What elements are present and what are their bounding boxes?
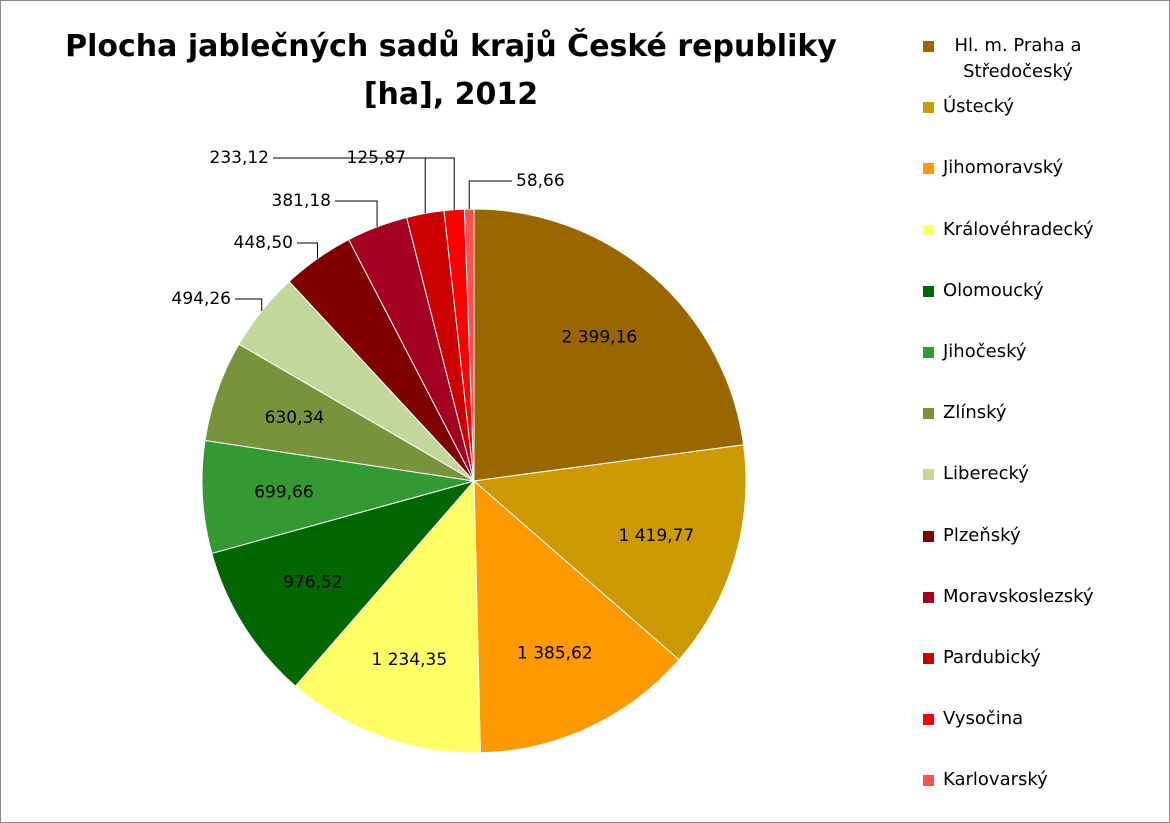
legend-swatch — [923, 775, 934, 787]
legend-item: Jihomoravský — [923, 155, 1158, 181]
data-label: 1 234,35 — [371, 650, 447, 670]
pie-slice — [201, 439, 475, 555]
legend-item: Karlovarský — [923, 767, 1158, 793]
chart-title: Plocha jablečných sadů krajů České repub… — [65, 29, 837, 112]
pie-slice — [472, 444, 747, 661]
data-label: 381,18 — [272, 191, 331, 211]
leader-line — [235, 298, 263, 311]
legend-item: Moravskoslezský — [923, 584, 1158, 610]
leader-line — [335, 200, 378, 227]
legend-item: Vysočina — [923, 706, 1158, 732]
data-label: 976,52 — [283, 572, 342, 592]
legend-swatch — [923, 530, 934, 542]
legend-swatch — [923, 653, 934, 664]
legend-label: Moravskoslezský — [943, 585, 1094, 607]
data-label: 1 385,62 — [517, 643, 593, 663]
pie-slice — [211, 480, 476, 687]
legend-label: Pardubický — [943, 647, 1041, 668]
legend-item: Liberecký — [923, 461, 1158, 487]
legend-label: Jihočeský — [943, 341, 1027, 362]
legend-item: Hl. m. Praha a Středočeský — [923, 33, 1158, 85]
legend-swatch — [923, 102, 934, 114]
pie-slice — [473, 479, 680, 754]
data-label: 699,66 — [254, 482, 313, 502]
legend-item: Královéhradecký — [923, 217, 1158, 243]
pie-slice — [294, 479, 481, 754]
legend-swatch — [923, 163, 934, 175]
legend-item: Zlínský — [923, 400, 1158, 426]
data-label: 630,34 — [265, 408, 324, 428]
legend-label: Liberecký — [943, 463, 1029, 485]
legend-label: Ústecký — [943, 96, 1015, 118]
legend-swatch — [923, 714, 934, 726]
legend-item: Olomoucký — [923, 278, 1158, 304]
legend-item: Jihočeský — [923, 339, 1158, 365]
pie-slice — [463, 208, 475, 482]
legend-swatch — [923, 591, 934, 603]
legend-label: Olomoucký — [943, 279, 1044, 301]
legend-label: Jihomoravský — [943, 157, 1064, 179]
leader-line — [468, 180, 512, 210]
data-label: 494,26 — [172, 289, 231, 309]
legend-swatch — [923, 41, 934, 52]
legend-label: Hl. m. Praha a Středočeský — [954, 35, 1082, 82]
data-label: 58,66 — [516, 171, 565, 191]
legend-label: Karlovarský — [943, 769, 1048, 791]
legend-item: Ústecký — [923, 94, 1158, 120]
pie-slice — [473, 208, 745, 482]
legend-label: Plzeňský — [943, 524, 1021, 546]
data-label: 448,50 — [234, 233, 293, 253]
legend-swatch — [923, 285, 934, 297]
legend-label: Královéhradecký — [943, 218, 1094, 240]
leader-line — [410, 157, 455, 210]
data-label: 1 419,77 — [618, 526, 694, 546]
data-label: 233,12 — [210, 148, 269, 168]
legend-item: Pardubický — [923, 645, 1158, 671]
data-label: 125,87 — [347, 148, 406, 168]
legend-swatch — [923, 469, 934, 481]
legend-swatch — [923, 408, 934, 420]
legend-swatch — [923, 224, 934, 236]
leader-line — [297, 242, 319, 259]
data-label: 2 399,16 — [562, 328, 638, 348]
legend-label: Zlínský — [943, 402, 1007, 424]
legend-swatch — [923, 347, 934, 358]
legend-item: Plzeňský — [923, 523, 1158, 549]
legend-label: Vysočina — [943, 708, 1024, 730]
